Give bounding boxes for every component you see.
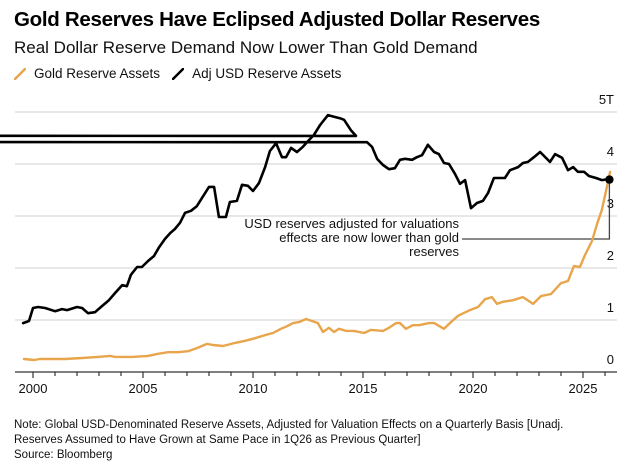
annotation-group: USD reserves adjusted for valuationseffe… <box>244 179 611 259</box>
y-tick-label: 0 <box>607 352 614 367</box>
series-line-gold <box>22 170 612 362</box>
x-tick-label: 2025 <box>569 381 598 396</box>
series-lines <box>0 113 614 362</box>
x-tick-label: 2000 <box>19 381 48 396</box>
legend-swatch-gold-icon <box>14 67 26 80</box>
x-tick-label: 2015 <box>349 381 378 396</box>
chart-note: Note: Global USD-Denominated Reserve Ass… <box>14 418 634 463</box>
annotation-text: USD reserves adjusted for valuations <box>244 216 459 231</box>
x-tick-label: 2020 <box>459 381 488 396</box>
x-tick-label: 2010 <box>239 381 268 396</box>
annotation-text: reserves <box>409 244 459 259</box>
y-tick-label: 1 <box>607 300 614 315</box>
series-line-usd <box>0 113 610 325</box>
y-tick-label: 4 <box>607 144 614 159</box>
legend-label-usd: Adj USD Reserve Assets <box>192 66 342 81</box>
annotation-leader-line <box>462 179 611 240</box>
annotation-point-marker <box>605 175 614 184</box>
y-tick-label: 3 <box>607 196 614 211</box>
y-tick-label: 2 <box>607 248 614 263</box>
legend-item-usd: Adj USD Reserve Assets <box>172 66 341 81</box>
y-axis-labels: 0 1 2 3 4 5T <box>599 92 614 367</box>
note-line: Note: Global USD-Denominated Reserve Ass… <box>14 419 564 431</box>
legend-label-gold: Gold Reserve Assets <box>34 66 161 81</box>
chart-subtitle: Real Dollar Reserve Demand Now Lower Tha… <box>14 38 478 57</box>
source-line: Source: Bloomberg <box>14 449 113 461</box>
y-tick-label: 5T <box>599 92 614 107</box>
chart-legend: Gold Reserve Assets Adj USD Reserve Asse… <box>14 66 353 81</box>
legend-item-gold: Gold Reserve Assets <box>14 66 160 81</box>
gridlines <box>15 111 617 321</box>
annotation-text: effects are now lower than gold <box>279 230 459 245</box>
x-tick-label: 2005 <box>129 381 158 396</box>
note-line: Reserves Assumed to Have Grown at Same P… <box>14 434 421 446</box>
legend-swatch-usd-icon <box>172 67 185 80</box>
x-axis: 2000 2005 2010 2015 2020 2025 <box>15 371 617 396</box>
chart-title: Gold Reserves Have Eclipsed Adjusted Dol… <box>14 8 540 31</box>
